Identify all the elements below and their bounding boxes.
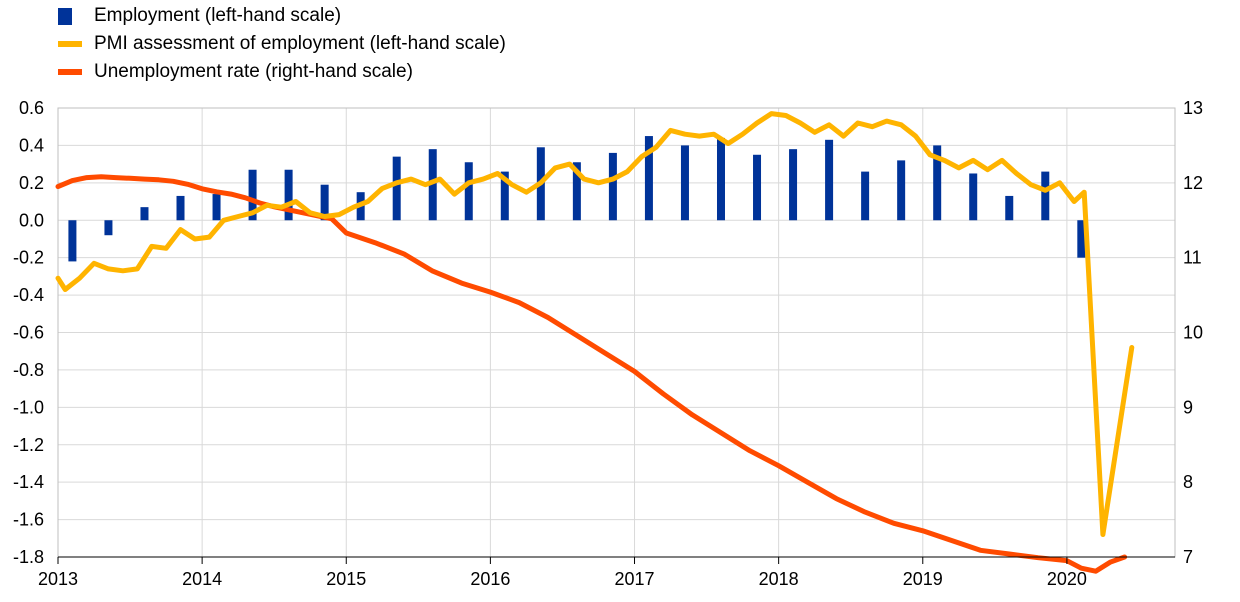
left-tick-label: 0.4: [19, 135, 44, 155]
left-tick-label: 0.6: [19, 98, 44, 118]
employment-bar: [500, 171, 509, 221]
legend-item-unemployment: Unemployment rate (right-hand scale): [58, 58, 506, 86]
right-tick-label: 13: [1183, 98, 1203, 118]
employment-bar: [68, 220, 77, 262]
employment-bar: [392, 156, 401, 221]
x-tick-label: 2016: [470, 569, 510, 589]
right-tick-label: 10: [1183, 323, 1203, 343]
left-tick-label: -1.8: [13, 547, 44, 567]
legend-swatch-unemployment: [58, 69, 82, 75]
legend-label-employment: Employment (left-hand scale): [94, 5, 342, 26]
employment-bar: [897, 160, 906, 221]
left-tick-label: -0.2: [13, 248, 44, 268]
left-tick-label: -0.6: [13, 323, 44, 343]
x-tick-label: 2019: [903, 569, 943, 589]
left-tick-label: -1.0: [13, 397, 44, 417]
employment-bar: [789, 149, 798, 221]
x-tick-label: 2013: [38, 569, 78, 589]
left-tick-label: 0.2: [19, 173, 44, 193]
left-tick-label: 0.0: [19, 210, 44, 230]
employment-bar: [969, 173, 978, 221]
legend-label-pmi: PMI assessment of employment (left-hand …: [94, 33, 506, 54]
left-tick-label: -0.4: [13, 285, 44, 305]
x-tick-label: 2017: [614, 569, 654, 589]
legend-swatch-pmi: [58, 41, 82, 47]
employment-bar: [825, 139, 834, 221]
left-tick-label: -1.2: [13, 435, 44, 455]
x-tick-label: 2014: [182, 569, 222, 589]
right-tick-label: 9: [1183, 397, 1193, 417]
employment-bar: [933, 145, 942, 221]
employment-bar: [428, 149, 437, 221]
employment-bar: [608, 152, 617, 221]
left-tick-label: -0.8: [13, 360, 44, 380]
employment-bar: [572, 162, 581, 221]
employment-bar: [753, 154, 762, 221]
left-tick-label: -1.4: [13, 472, 44, 492]
right-tick-label: 8: [1183, 472, 1193, 492]
employment-bar: [212, 194, 221, 221]
employment-bar: [680, 145, 689, 221]
left-tick-label: -1.6: [13, 510, 44, 530]
chart-legend: Employment (left-hand scale) PMI assessm…: [58, 2, 506, 86]
gridlines: [57, 107, 1176, 558]
employment-bar: [644, 136, 653, 221]
unemployment-rate-line: [55, 174, 1128, 574]
employment-bar: [176, 195, 185, 221]
employment-bar: [104, 220, 113, 236]
employment-bar: [1005, 195, 1014, 221]
employment-bar: [248, 169, 257, 221]
x-tick-label: 2018: [759, 569, 799, 589]
series-lines: [55, 111, 1135, 574]
legend-swatch-employment: [58, 7, 72, 25]
pmi-employment-line: [55, 111, 1135, 537]
x-tick-label: 2015: [326, 569, 366, 589]
employment-bar: [464, 162, 473, 221]
employment-bar: [1041, 171, 1050, 221]
axes: 0.6 0.4 0.2 0.0 -0.2 -0.4 -0.6 -0.8 -1.0 -1.2 -1.4…: [13, 98, 1203, 589]
employment-bar: [716, 137, 725, 221]
employment-bars: [68, 136, 1086, 262]
right-tick-label: 11: [1183, 248, 1202, 268]
employment-bar: [1077, 220, 1086, 258]
x-tick-label: 2020: [1047, 569, 1087, 589]
right-tick-label: 7: [1183, 547, 1193, 567]
legend-label-unemployment: Unemployment rate (right-hand scale): [94, 61, 413, 82]
legend-item-pmi: PMI assessment of employment (left-hand …: [58, 30, 506, 58]
employment-bar: [284, 169, 293, 221]
employment-bar: [140, 207, 149, 221]
employment-bar: [320, 184, 329, 221]
right-tick-label: 12: [1183, 173, 1203, 193]
employment-bar: [861, 171, 870, 221]
legend-item-employment: Employment (left-hand scale): [58, 2, 506, 30]
